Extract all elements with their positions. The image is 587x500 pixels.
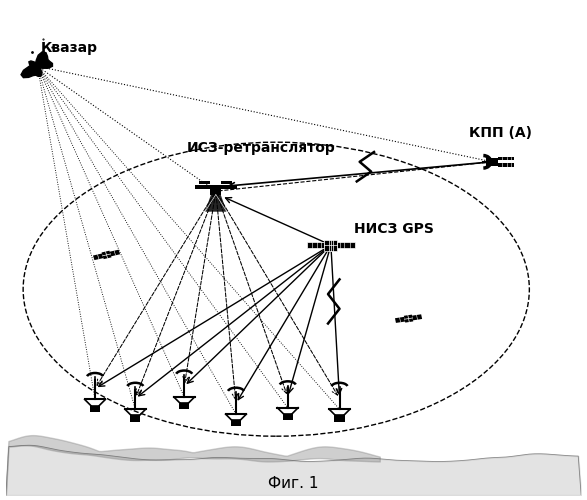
Polygon shape [200, 181, 210, 184]
Polygon shape [307, 242, 325, 248]
Polygon shape [498, 164, 514, 166]
Polygon shape [231, 420, 241, 426]
Polygon shape [486, 158, 498, 166]
Polygon shape [110, 250, 120, 256]
Polygon shape [335, 416, 345, 422]
Polygon shape [90, 406, 100, 412]
Polygon shape [221, 181, 232, 184]
Polygon shape [210, 184, 221, 194]
Text: КПП (А): КПП (А) [469, 126, 532, 140]
Polygon shape [221, 184, 237, 190]
Text: НИСЗ GPS: НИСЗ GPS [354, 222, 434, 236]
Polygon shape [395, 317, 405, 323]
Polygon shape [338, 242, 355, 248]
Polygon shape [21, 52, 52, 78]
Polygon shape [102, 250, 112, 259]
Polygon shape [404, 314, 413, 322]
Text: Квазар: Квазар [41, 40, 97, 54]
Polygon shape [498, 157, 514, 160]
Polygon shape [195, 184, 210, 190]
Text: Фиг. 1: Фиг. 1 [268, 476, 319, 490]
Polygon shape [130, 416, 140, 422]
Polygon shape [282, 414, 293, 420]
Polygon shape [179, 403, 190, 409]
Polygon shape [93, 254, 103, 260]
Polygon shape [205, 194, 227, 212]
Text: ИСЗ-ретранслятор: ИСЗ-ретранслятор [187, 141, 336, 155]
Polygon shape [325, 240, 338, 250]
Polygon shape [412, 314, 422, 320]
